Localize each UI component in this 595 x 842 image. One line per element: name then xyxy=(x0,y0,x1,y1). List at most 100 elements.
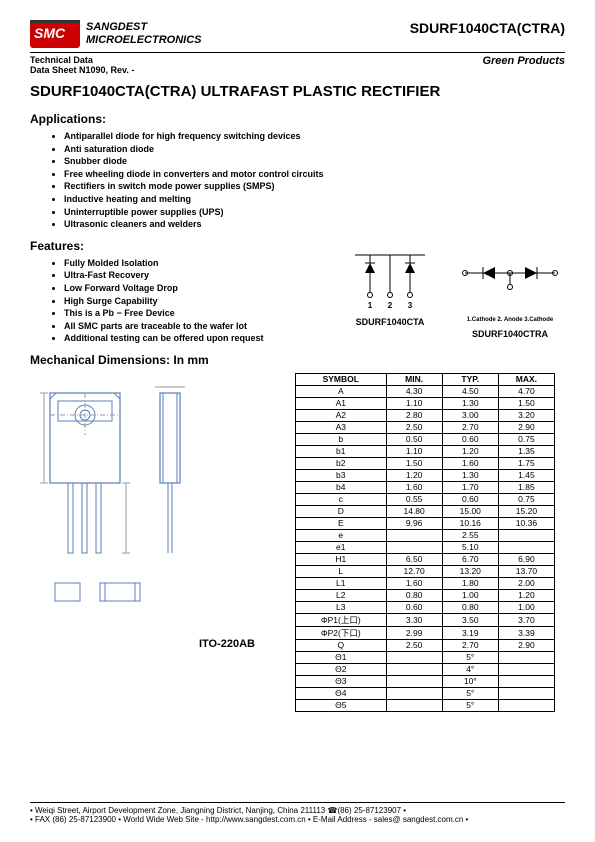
sub-header: Technical Data Data Sheet N1090, Rev. - … xyxy=(30,55,565,75)
dimension-table-wrap: SYMBOLMIN.TYP.MAX. A4.304.504.70A11.101.… xyxy=(295,373,555,712)
table-cell xyxy=(498,699,554,711)
schematic-cta-label: SDURF1040CTA xyxy=(345,317,435,327)
table-cell: 3.00 xyxy=(442,409,498,421)
table-cell xyxy=(498,687,554,699)
table-cell: Θ4 xyxy=(296,687,387,699)
table-cell: 1.20 xyxy=(442,445,498,457)
tech-data: Technical Data Data Sheet N1090, Rev. - xyxy=(30,55,134,75)
table-cell: 6.70 xyxy=(442,553,498,565)
table-cell: 1.75 xyxy=(498,457,554,469)
table-row: e15.10 xyxy=(296,541,555,553)
table-cell xyxy=(386,529,442,541)
table-cell: 6.90 xyxy=(498,553,554,565)
svg-text:3: 3 xyxy=(408,301,413,310)
table-cell: 9.96 xyxy=(386,517,442,529)
table-cell: b1 xyxy=(296,445,387,457)
table-cell: A xyxy=(296,385,387,397)
table-row: Θ45° xyxy=(296,687,555,699)
part-number: SDURF1040CTA(CTRA) xyxy=(410,20,565,36)
table-row: SYMBOLMIN.TYP.MAX. xyxy=(296,373,555,385)
table-row: L12.7013.2013.70 xyxy=(296,565,555,577)
list-item: High Surge Capability xyxy=(64,295,345,308)
list-item: Fully Molded Isolation xyxy=(64,257,345,270)
table-cell xyxy=(386,699,442,711)
table-cell: 2.99 xyxy=(386,626,442,639)
page-header: SANGDEST MICROELECTRONICS SDURF1040CTA(C… xyxy=(30,20,565,53)
list-item: Ultrasonic cleaners and welders xyxy=(64,218,565,231)
table-row: Θ3 10° xyxy=(296,675,555,687)
table-cell: 3.50 xyxy=(442,613,498,626)
table-cell: 0.75 xyxy=(498,433,554,445)
table-cell xyxy=(386,687,442,699)
table-cell: Θ2 xyxy=(296,663,387,675)
table-cell: ΦP1(上口) xyxy=(296,613,387,626)
list-item: This is a Pb − Free Device xyxy=(64,307,345,320)
table-cell: 2.90 xyxy=(498,639,554,651)
table-cell: 5° xyxy=(442,651,498,663)
table-cell: Θ3 xyxy=(296,675,387,687)
table-cell: A2 xyxy=(296,409,387,421)
table-cell: 6.50 xyxy=(386,553,442,565)
table-row: b41.601.701.85 xyxy=(296,481,555,493)
table-cell: 1.30 xyxy=(442,469,498,481)
table-cell: ΦP2(下口) xyxy=(296,626,387,639)
table-row: b31.201.301.45 xyxy=(296,469,555,481)
table-cell: D xyxy=(296,505,387,517)
schematic-cta: 1 2 3 SDURF1040CTA xyxy=(345,243,435,353)
table-cell: 2.90 xyxy=(498,421,554,433)
table-row: E9.9610.1610.36 xyxy=(296,517,555,529)
table-row: A32.502.702.90 xyxy=(296,421,555,433)
company-line1: SANGDEST xyxy=(86,21,202,34)
page-footer: • Weiqi Street, Airport Development Zone… xyxy=(30,802,565,824)
table-cell: 5.10 xyxy=(442,541,498,553)
table-cell: L2 xyxy=(296,589,387,601)
table-cell: 0.50 xyxy=(386,433,442,445)
table-cell: 3.19 xyxy=(442,626,498,639)
table-cell: 1.70 xyxy=(442,481,498,493)
table-row: A22.803.003.20 xyxy=(296,409,555,421)
table-cell: 0.60 xyxy=(442,493,498,505)
list-item: Ultra-Fast Recovery xyxy=(64,269,345,282)
table-cell xyxy=(498,651,554,663)
table-cell: 2.50 xyxy=(386,421,442,433)
table-cell: 2.55 xyxy=(442,529,498,541)
table-row: A11.101.301.50 xyxy=(296,397,555,409)
table-cell: 1.80 xyxy=(442,577,498,589)
pin-named-labels: 1.Cathode 2. Anode 3.Cathode xyxy=(455,317,565,323)
tech-line2: Data Sheet N1090, Rev. - xyxy=(30,65,134,75)
logo-block: SANGDEST MICROELECTRONICS xyxy=(30,20,202,48)
table-cell xyxy=(386,663,442,675)
table-cell: 1.10 xyxy=(386,397,442,409)
list-item: Antiparallel diode for high frequency sw… xyxy=(64,130,565,143)
dimension-table: SYMBOLMIN.TYP.MAX. A4.304.504.70A11.101.… xyxy=(295,373,555,712)
package-drawing-svg xyxy=(30,373,285,633)
table-cell: 1.85 xyxy=(498,481,554,493)
table-cell: Q xyxy=(296,639,387,651)
table-cell: 4.30 xyxy=(386,385,442,397)
table-cell: Θ5 xyxy=(296,699,387,711)
table-cell: 1.50 xyxy=(386,457,442,469)
table-cell: 15.00 xyxy=(442,505,498,517)
table-cell: 10° xyxy=(442,675,498,687)
table-cell: A1 xyxy=(296,397,387,409)
table-cell: 10.36 xyxy=(498,517,554,529)
table-cell: 2.70 xyxy=(442,639,498,651)
table-cell: b3 xyxy=(296,469,387,481)
table-cell: 1.20 xyxy=(498,589,554,601)
table-cell: 2.70 xyxy=(442,421,498,433)
table-row: A4.304.504.70 xyxy=(296,385,555,397)
table-cell xyxy=(498,663,554,675)
table-cell: 1.30 xyxy=(442,397,498,409)
table-cell: c xyxy=(296,493,387,505)
table-cell: 3.70 xyxy=(498,613,554,626)
svg-text:1: 1 xyxy=(368,301,373,310)
table-header: MAX. xyxy=(498,373,554,385)
green-products: Green Products xyxy=(482,55,565,75)
table-cell: 4.50 xyxy=(442,385,498,397)
list-item: Rectifiers in switch mode power supplies… xyxy=(64,180,565,193)
table-cell: 1.60 xyxy=(442,457,498,469)
table-cell xyxy=(498,529,554,541)
table-cell: 3.39 xyxy=(498,626,554,639)
table-cell: 0.75 xyxy=(498,493,554,505)
diode-ctra-icon xyxy=(455,243,565,313)
